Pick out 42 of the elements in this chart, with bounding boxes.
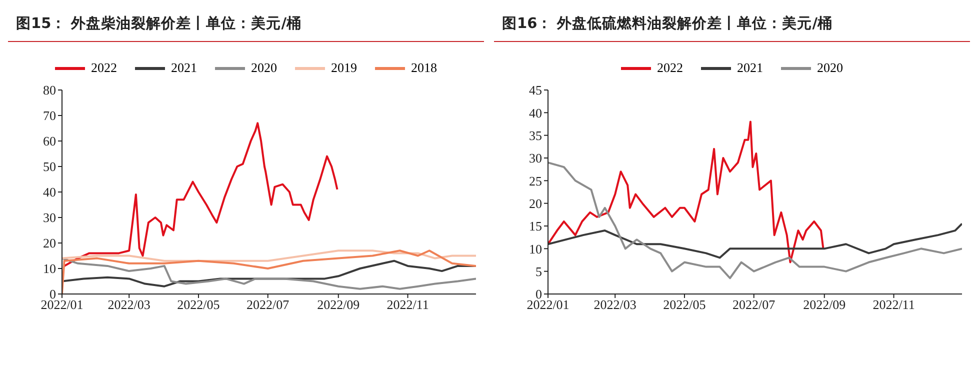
x-tick-label: 2022/07 (732, 297, 776, 312)
legend-label: 2022 (91, 60, 117, 76)
x-tick-label: 2022/03 (108, 297, 150, 312)
y-tick-label: 10 (43, 261, 56, 276)
y-tick-label: 45 (529, 82, 542, 98)
legend-label: 2021 (737, 60, 763, 76)
y-tick-label: 25 (529, 173, 542, 188)
x-tick-label: 2022/05 (663, 297, 706, 312)
legend-label: 2018 (411, 60, 437, 76)
x-tick-label: 2022/03 (594, 297, 636, 312)
y-tick-label: 30 (43, 210, 56, 226)
y-tick-label: 30 (529, 150, 542, 166)
y-tick-label: 5 (536, 264, 542, 279)
y-tick-label: 60 (43, 134, 56, 149)
line-series (62, 250, 476, 262)
legend-label: 2020 (251, 60, 277, 76)
line-series (63, 122, 338, 267)
y-tick-label: 40 (529, 105, 542, 120)
y-tick-label: 40 (43, 184, 56, 200)
line-series (548, 162, 962, 280)
y-tick-label: 50 (43, 159, 56, 174)
legend-label: 2019 (331, 60, 357, 76)
legend-label: 2022 (657, 60, 683, 76)
x-tick-label: 2022/11 (872, 297, 915, 312)
y-tick-label: 20 (529, 196, 542, 211)
y-tick-label: 15 (529, 218, 542, 234)
x-tick-label: 2022/11 (386, 297, 429, 312)
y-tick-label: 10 (529, 241, 542, 256)
y-tick-label: 20 (43, 236, 56, 251)
y-tick-label: 70 (43, 108, 56, 124)
chart-title: 图15： 外盘柴油裂解价差丨单位：美元/桶 (8, 8, 484, 42)
chart-title: 图16： 外盘低硫燃料油裂解价差丨单位：美元/桶 (494, 8, 970, 42)
legend-label: 2020 (817, 60, 843, 76)
y-tick-label: 35 (529, 128, 542, 143)
line-series (548, 120, 824, 264)
x-tick-label: 2022/09 (317, 297, 360, 312)
legend-label: 2021 (171, 60, 197, 76)
y-tick-label: 80 (43, 82, 56, 98)
x-tick-label: 2022/09 (803, 297, 846, 312)
x-tick-label: 2022/07 (246, 297, 290, 312)
x-tick-label: 2022/05 (177, 297, 220, 312)
line-series (548, 222, 962, 259)
